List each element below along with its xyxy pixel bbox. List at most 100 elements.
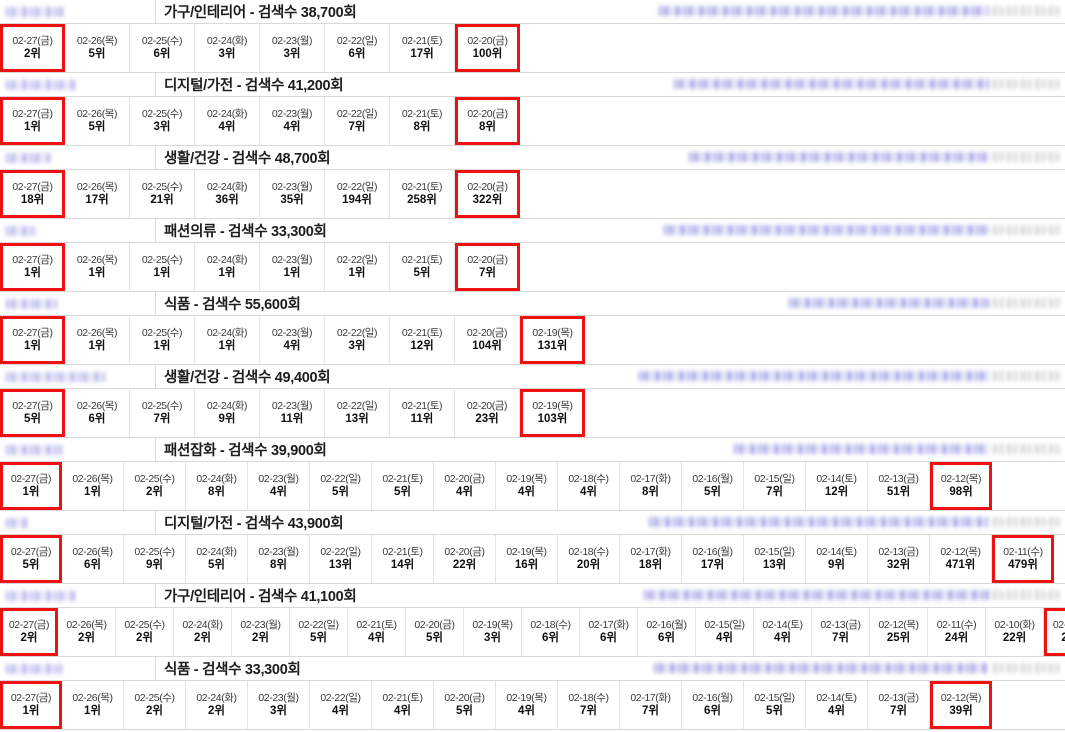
- keyword-cell[interactable]: [0, 438, 156, 461]
- rank-cell[interactable]: 02-23(월) 35위: [260, 170, 325, 218]
- rank-cell[interactable]: 02-26(목) 5위: [65, 24, 130, 72]
- rank-cell-highlighted[interactable]: 02-20(금) 8위: [455, 97, 520, 145]
- rank-cell[interactable]: 02-20(금) 23위: [455, 389, 520, 437]
- keyword-cell[interactable]: [0, 219, 156, 242]
- rank-cell[interactable]: 02-21(토) 14위: [372, 535, 434, 583]
- rank-cell-highlighted[interactable]: 02-27(금) 1위: [0, 243, 65, 291]
- rank-cell-highlighted[interactable]: 02-09(월)25위: [1044, 608, 1065, 656]
- rank-cell[interactable]: 02-13(금) 7위: [812, 608, 870, 656]
- rank-cell[interactable]: 02-20(금) 4위: [434, 462, 496, 510]
- rank-cell[interactable]: 02-16(월) 17위: [682, 535, 744, 583]
- rank-cell[interactable]: 02-17(화) 18위: [620, 535, 682, 583]
- rank-cell[interactable]: 02-26(목) 1위: [62, 681, 124, 729]
- rank-cell[interactable]: 02-24(화) 3위: [195, 24, 260, 72]
- rank-cell[interactable]: 02-13(금) 7위: [868, 681, 930, 729]
- rank-cell[interactable]: 02-26(목) 17위: [65, 170, 130, 218]
- rank-cell[interactable]: 02-25(수) 9위: [124, 535, 186, 583]
- rank-cell-highlighted[interactable]: 02-27(금) 5위: [0, 389, 65, 437]
- keyword-cell[interactable]: [0, 365, 156, 388]
- rank-cell[interactable]: 02-13(금) 32위: [868, 535, 930, 583]
- rank-cell[interactable]: 02-22(일) 5위: [290, 608, 348, 656]
- rank-cell[interactable]: 02-22(일) 194위: [325, 170, 390, 218]
- rank-cell[interactable]: 02-23(월) 11위: [260, 389, 325, 437]
- rank-cell[interactable]: 02-14(토) 9위: [806, 535, 868, 583]
- rank-cell-highlighted[interactable]: 02-27(금) 5위: [0, 535, 62, 583]
- rank-cell[interactable]: 02-23(월) 8위: [248, 535, 310, 583]
- rank-cell[interactable]: 02-22(일) 5위: [310, 462, 372, 510]
- keyword-cell[interactable]: [0, 146, 156, 169]
- rank-cell[interactable]: 02-20(금) 22위: [434, 535, 496, 583]
- keyword-cell[interactable]: [0, 0, 156, 23]
- rank-cell[interactable]: 02-17(화) 8위: [620, 462, 682, 510]
- rank-cell[interactable]: 02-26(목) 1위: [65, 243, 130, 291]
- rank-cell[interactable]: 02-25(수) 1위: [130, 316, 195, 364]
- rank-cell[interactable]: 02-19(목) 4위: [496, 462, 558, 510]
- rank-cell[interactable]: 02-16(월) 6위: [682, 681, 744, 729]
- rank-cell[interactable]: 02-22(일) 13위: [310, 535, 372, 583]
- rank-cell[interactable]: 02-14(토) 12위: [806, 462, 868, 510]
- keyword-cell[interactable]: [0, 73, 156, 96]
- rank-cell-highlighted[interactable]: 02-19(목) 103위: [520, 389, 585, 437]
- rank-cell[interactable]: 02-26(목) 2위: [58, 608, 116, 656]
- rank-cell[interactable]: 02-10(화) 22위: [986, 608, 1044, 656]
- rank-cell[interactable]: 02-23(월) 4위: [248, 462, 310, 510]
- rank-cell[interactable]: 02-20(금) 5위: [434, 681, 496, 729]
- rank-cell[interactable]: 02-21(토) 11위: [390, 389, 455, 437]
- rank-cell[interactable]: 02-23(월) 4위: [260, 97, 325, 145]
- rank-cell-highlighted[interactable]: 02-27(금) 1위: [0, 462, 62, 510]
- rank-cell[interactable]: 02-24(화) 2위: [186, 681, 248, 729]
- rank-cell-highlighted[interactable]: 02-11(수) 479위: [992, 535, 1054, 583]
- rank-cell[interactable]: 02-21(토) 4위: [372, 681, 434, 729]
- rank-cell[interactable]: 02-15(일) 7위: [744, 462, 806, 510]
- rank-cell[interactable]: 02-26(목) 1위: [62, 462, 124, 510]
- rank-cell[interactable]: 02-23(월) 1위: [260, 243, 325, 291]
- rank-cell[interactable]: 02-12(목) 25위: [870, 608, 928, 656]
- rank-cell[interactable]: 02-20(금) 104위: [455, 316, 520, 364]
- rank-cell[interactable]: 02-18(수) 4위: [558, 462, 620, 510]
- rank-cell[interactable]: 02-24(화) 36위: [195, 170, 260, 218]
- rank-cell[interactable]: 02-23(월) 4위: [260, 316, 325, 364]
- rank-cell-highlighted[interactable]: 02-19(목) 131위: [520, 316, 585, 364]
- rank-cell[interactable]: 02-16(월) 6위: [638, 608, 696, 656]
- rank-cell[interactable]: 02-17(화) 6위: [580, 608, 638, 656]
- keyword-cell[interactable]: [0, 511, 156, 534]
- rank-cell[interactable]: 02-21(토) 4위: [348, 608, 406, 656]
- rank-cell-highlighted[interactable]: 02-12(목) 39위: [930, 681, 992, 729]
- rank-cell[interactable]: 02-25(수) 21위: [130, 170, 195, 218]
- keyword-cell[interactable]: [0, 292, 156, 315]
- rank-cell[interactable]: 02-25(수) 7위: [130, 389, 195, 437]
- rank-cell-highlighted[interactable]: 02-27(금) 1위: [0, 316, 65, 364]
- rank-cell[interactable]: 02-24(화) 5위: [186, 535, 248, 583]
- rank-cell[interactable]: 02-22(일) 4위: [310, 681, 372, 729]
- rank-cell[interactable]: 02-16(월) 5위: [682, 462, 744, 510]
- rank-cell[interactable]: 02-22(일) 6위: [325, 24, 390, 72]
- rank-cell[interactable]: 02-19(목) 16위: [496, 535, 558, 583]
- rank-cell[interactable]: 02-24(화) 1위: [195, 243, 260, 291]
- rank-cell[interactable]: 02-11(수) 24위: [928, 608, 986, 656]
- rank-cell[interactable]: 02-21(토) 8위: [390, 97, 455, 145]
- rank-cell[interactable]: 02-21(토) 258위: [390, 170, 455, 218]
- rank-cell[interactable]: 02-26(목) 6위: [62, 535, 124, 583]
- rank-cell[interactable]: 02-19(목) 4위: [496, 681, 558, 729]
- rank-cell[interactable]: 02-22(일) 3위: [325, 316, 390, 364]
- rank-cell-highlighted[interactable]: 02-20(금) 100위: [455, 24, 520, 72]
- rank-cell[interactable]: 02-23(월) 3위: [248, 681, 310, 729]
- rank-cell[interactable]: 02-24(화) 8위: [186, 462, 248, 510]
- rank-cell[interactable]: 02-14(토) 4위: [806, 681, 868, 729]
- rank-cell[interactable]: 02-25(수) 3위: [130, 97, 195, 145]
- rank-cell[interactable]: 02-25(수) 1위: [130, 243, 195, 291]
- rank-cell[interactable]: 02-15(일) 5위: [744, 681, 806, 729]
- rank-cell[interactable]: 02-24(화) 1위: [195, 316, 260, 364]
- rank-cell[interactable]: 02-21(토) 17위: [390, 24, 455, 72]
- rank-cell[interactable]: 02-14(토) 4위: [754, 608, 812, 656]
- rank-cell[interactable]: 02-18(수) 20위: [558, 535, 620, 583]
- rank-cell[interactable]: 02-24(화) 2위: [174, 608, 232, 656]
- rank-cell[interactable]: 02-26(목) 1위: [65, 316, 130, 364]
- rank-cell[interactable]: 02-22(일) 7위: [325, 97, 390, 145]
- rank-cell[interactable]: 02-24(화) 9위: [195, 389, 260, 437]
- keyword-cell[interactable]: [0, 584, 156, 607]
- rank-cell[interactable]: 02-22(일) 1위: [325, 243, 390, 291]
- rank-cell-highlighted[interactable]: 02-27(금) 2위: [0, 608, 58, 656]
- rank-cell-highlighted[interactable]: 02-20(금) 322위: [455, 170, 520, 218]
- rank-cell-highlighted[interactable]: 02-27(금) 1위: [0, 681, 62, 729]
